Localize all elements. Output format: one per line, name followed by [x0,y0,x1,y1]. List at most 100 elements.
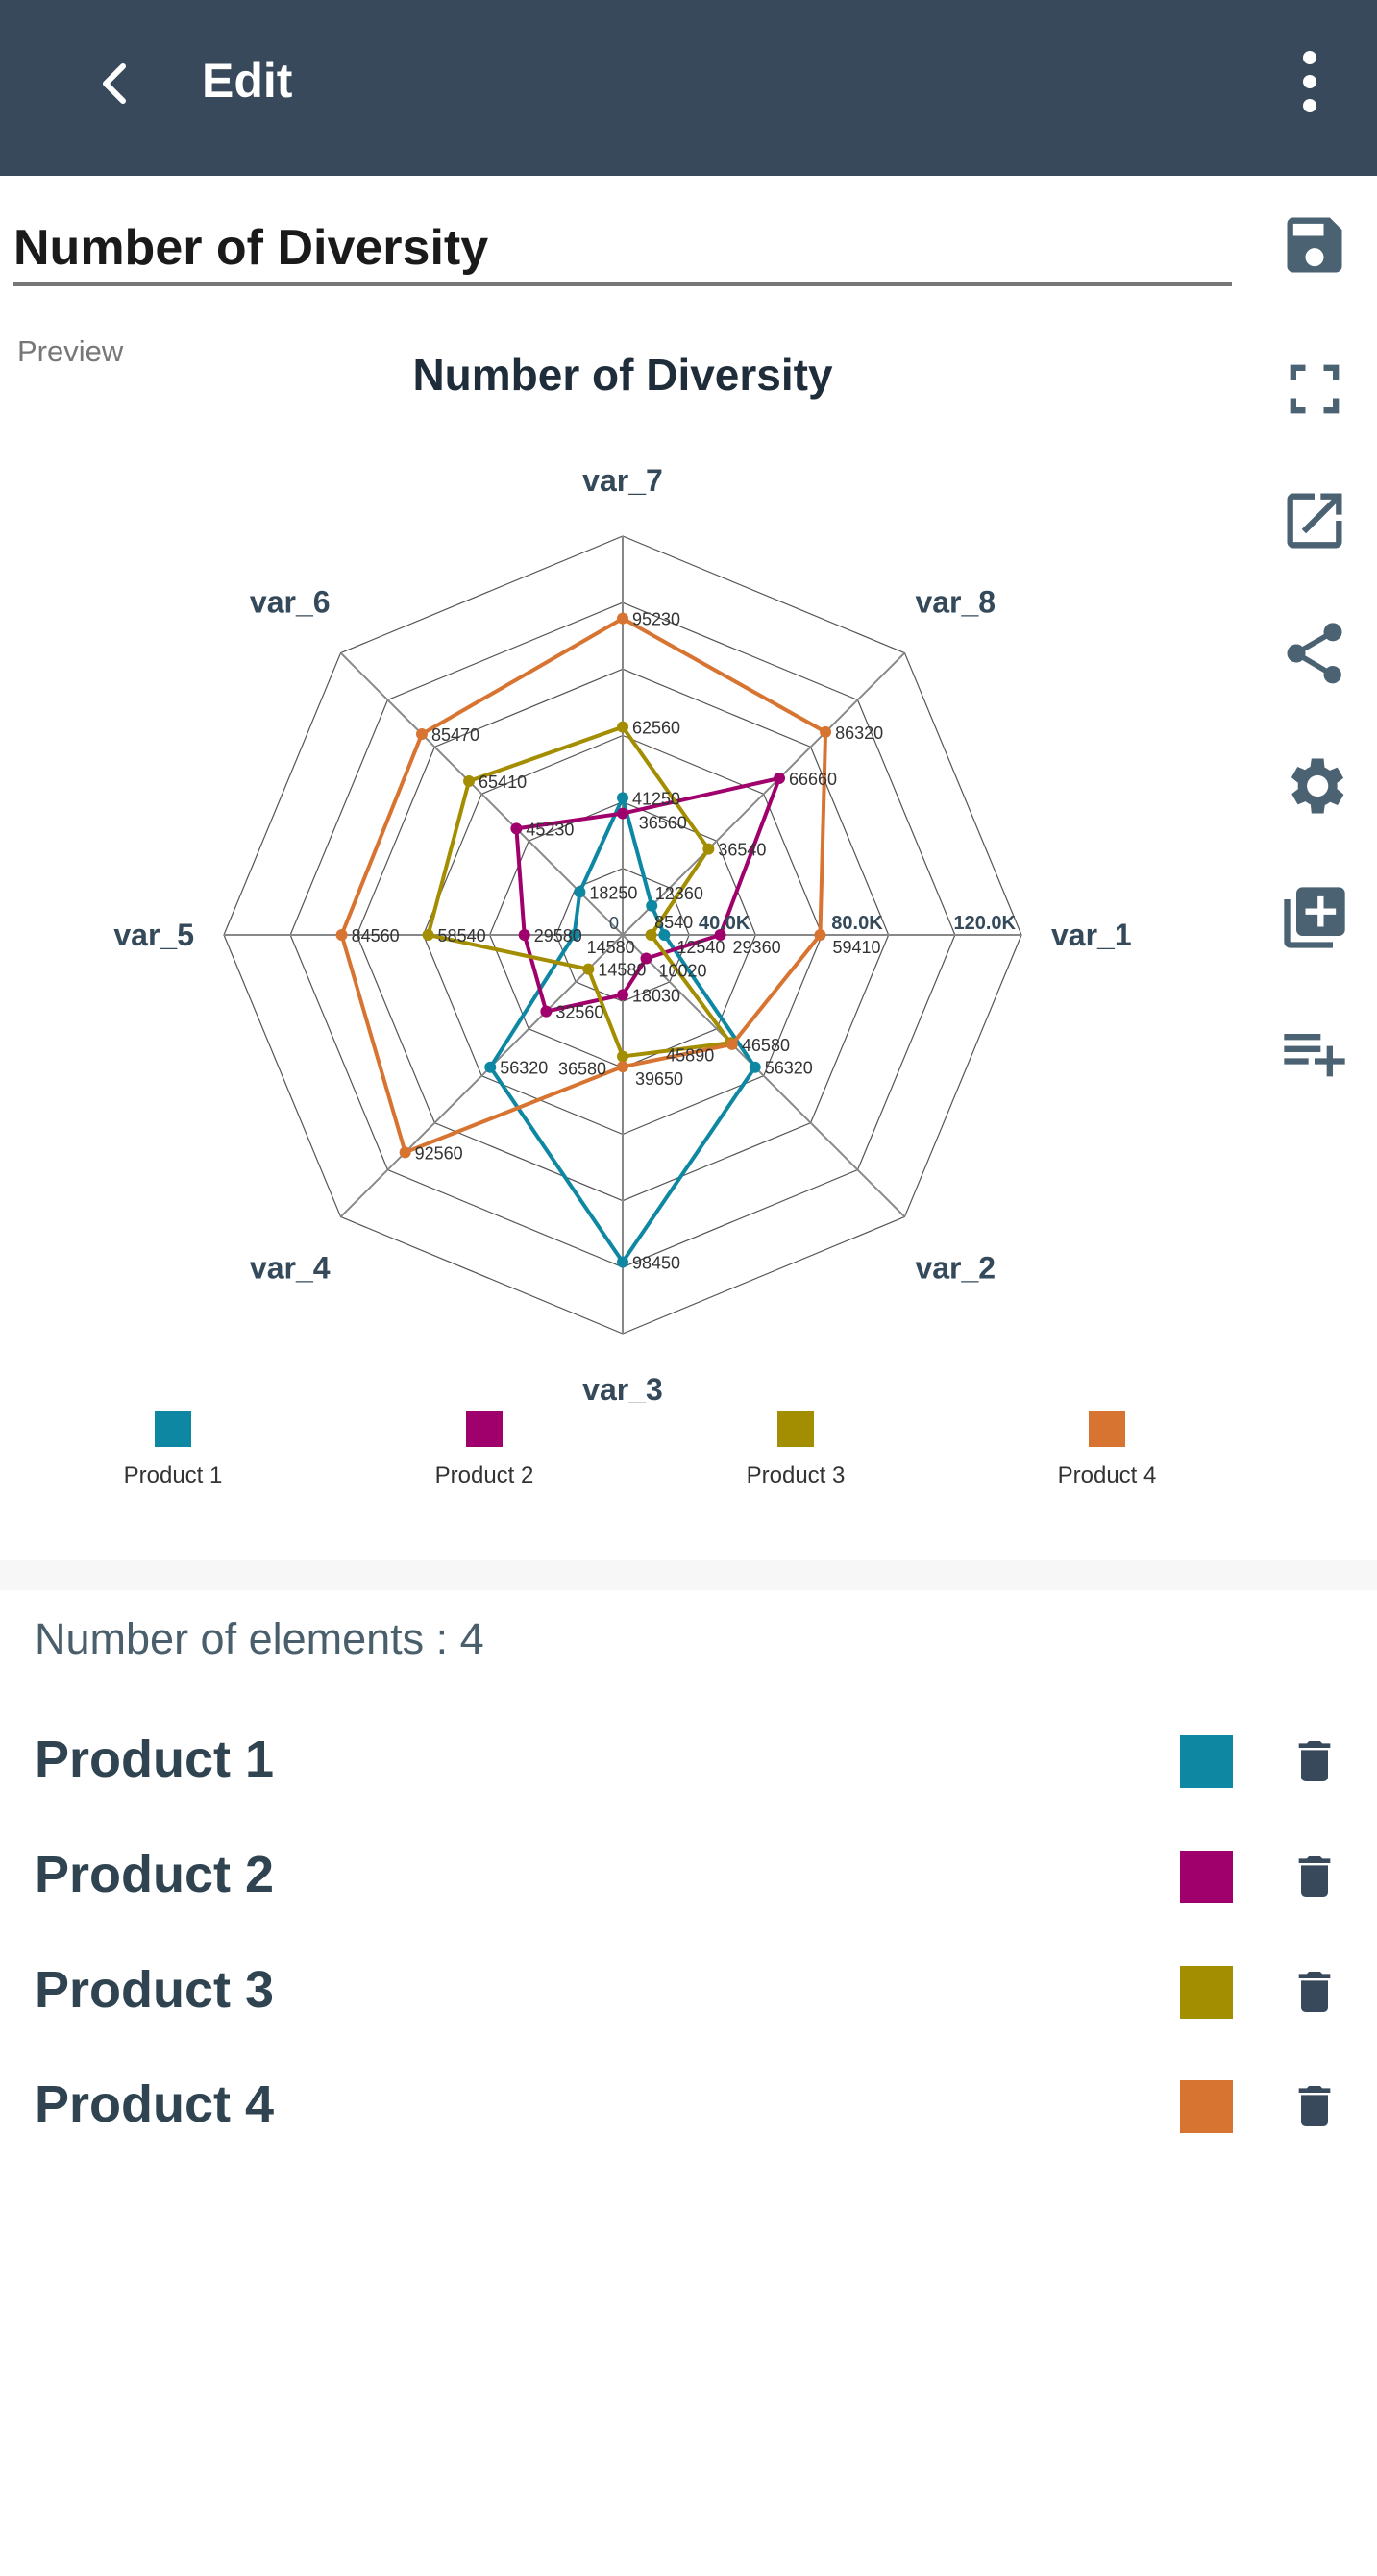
tick-label: 120.0K [954,913,1017,934]
delete-element-button[interactable] [1288,2077,1341,2135]
data-point [749,1061,761,1073]
data-point [725,1038,738,1050]
axis-line [339,934,624,1218]
data-point [617,989,628,1001]
data-label: 18250 [589,883,637,902]
legend-swatch [777,1411,814,1447]
axis-line [622,934,906,1218]
data-label: 12540 [676,938,725,957]
delete-element-button[interactable] [1288,1963,1341,2021]
legend-label: Product 2 [434,1462,534,1488]
gear-icon [1291,758,1344,814]
data-label: 46580 [742,1036,790,1055]
data-point [617,1050,628,1063]
legend-item[interactable]: Product 1 [77,1411,269,1489]
legend-label: Product 3 [746,1462,846,1488]
element-color-picker[interactable] [1180,1851,1233,1903]
data-label: 14580 [598,961,646,980]
data-label: 86320 [835,724,883,743]
legend-item[interactable]: Product 4 [1011,1411,1203,1489]
data-label: 36540 [718,841,766,860]
data-label: 29580 [534,926,582,945]
element-name[interactable]: Product 3 [35,1961,275,2019]
element-name[interactable]: Product 1 [35,1730,275,1788]
data-point [714,929,726,941]
data-label: 36560 [639,814,687,833]
element-name[interactable]: Product 2 [35,1846,275,1903]
data-label: 41250 [632,789,680,808]
add-element-button[interactable] [1278,1016,1351,1089]
element-row: Product 2 [0,1824,1377,1929]
settings-button[interactable] [1278,749,1351,822]
axis-label: var_1 [1051,918,1132,952]
data-point [814,929,826,941]
data-point [463,775,476,788]
axis-label: var_6 [250,585,331,620]
legend-label: Product 4 [1057,1462,1157,1488]
data-point [568,929,580,941]
element-row: Product 1 [0,1708,1377,1814]
data-point [646,899,658,912]
open-in-new-icon [1287,493,1342,549]
element-count-label: Number of elements : 4 [35,1614,484,1663]
save-icon [1287,217,1342,273]
radar-chart: Number of Diversity var_1 var_2 var_3 var_4… [113,350,1132,1403]
share-button[interactable] [1278,617,1351,690]
app-bar: Edit [0,0,1377,176]
legend-item[interactable]: Product 2 [388,1411,580,1489]
data-label: 59410 [832,938,880,957]
data-point [540,1005,553,1018]
data-point [399,1146,411,1159]
data-point [820,725,832,738]
fullscreen-icon [1290,364,1340,414]
element-color-picker[interactable] [1180,1966,1233,2019]
axis-label: var_5 [113,918,194,952]
playlist-add-icon [1284,1034,1345,1077]
more-vert-icon [1303,51,1316,112]
back-button[interactable] [86,50,144,117]
element-color-picker[interactable] [1180,1735,1233,1788]
data-label: 84560 [352,926,400,945]
legend-item[interactable]: Product 3 [700,1411,892,1489]
chevron-left-icon [103,63,126,104]
data-label: 56320 [765,1059,813,1078]
axis-label: var_3 [582,1372,663,1403]
data-point [774,772,786,784]
data-label: 58540 [438,926,486,945]
delete-element-button[interactable] [1288,1732,1341,1790]
legend-swatch [155,1411,191,1447]
share-icon [1287,623,1342,684]
data-point [335,929,348,941]
fullscreen-button[interactable] [1278,353,1351,426]
data-label: 39650 [635,1069,683,1089]
data-label: 36580 [558,1060,606,1079]
element-row: Product 4 [0,2053,1377,2159]
open-external-button[interactable] [1278,484,1351,557]
tick-label: 0 [609,914,619,933]
data-point [415,727,428,740]
add-to-library-icon [1284,887,1345,948]
data-label: 45890 [666,1045,714,1065]
save-button[interactable] [1278,209,1351,282]
trash-icon [1298,2086,1331,2126]
data-point [702,843,715,855]
legend-label: Product 1 [123,1462,223,1488]
data-point [658,929,671,941]
data-label: 12360 [655,884,703,903]
tick-label: 80.0K [831,913,883,934]
data-point [617,1061,628,1073]
tick-label: 40.0K [699,913,750,934]
axis-line [622,651,906,936]
add-to-library-button[interactable] [1278,881,1351,954]
data-point [640,952,652,965]
app-bar-title: Edit [202,54,293,108]
trash-icon [1298,1856,1331,1897]
data-point [510,822,523,835]
element-name[interactable]: Product 4 [35,2075,275,2133]
chart-title-input[interactable] [13,213,1232,286]
more-menu-button[interactable] [1288,48,1332,115]
element-color-picker[interactable] [1180,2080,1233,2133]
data-label: 56320 [500,1059,548,1078]
element-row: Product 3 [0,1939,1377,2045]
delete-element-button[interactable] [1288,1848,1341,1905]
